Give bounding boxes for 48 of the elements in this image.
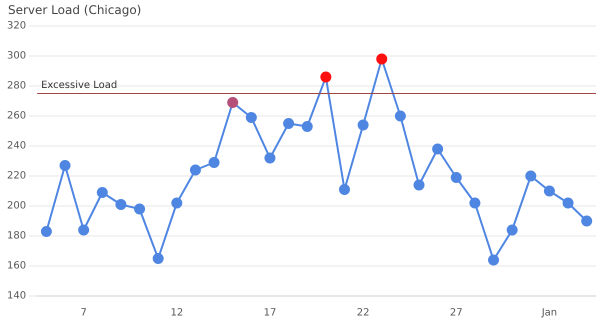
point (227, 97, 238, 108)
ref-line-label: Excessive Load (41, 80, 118, 92)
point (134, 204, 146, 214)
point (450, 172, 462, 183)
point (544, 186, 555, 196)
point (376, 54, 388, 64)
y-tick-label: 240 (6, 140, 26, 152)
point (320, 72, 332, 82)
point (246, 112, 257, 123)
y-tick-label: 280 (6, 80, 26, 92)
point (60, 160, 71, 171)
point (562, 198, 574, 208)
y-tick-label: 180 (6, 230, 26, 242)
point (208, 157, 220, 168)
y-tick-label: 220 (6, 170, 26, 182)
point (432, 144, 444, 154)
point (506, 224, 518, 236)
point (115, 199, 126, 210)
y-tick-label: 140 (6, 290, 26, 302)
y-tick-label: 300 (6, 50, 26, 62)
point (414, 180, 425, 190)
y-tick-label: 200 (6, 200, 26, 212)
y-tick-label: 160 (6, 260, 26, 272)
point (525, 170, 536, 182)
y-tick-label: 320 (6, 20, 26, 32)
x-tick-label: 7 (80, 308, 87, 319)
point (302, 121, 313, 132)
point (338, 184, 350, 195)
point (152, 253, 164, 264)
chart-title: Server Load (Chicago) (8, 3, 142, 17)
point (264, 152, 276, 164)
point (394, 110, 406, 122)
x-tick-label: 22 (356, 308, 370, 319)
x-tick-label: Jan (540, 308, 558, 319)
y-tick-label: 260 (6, 110, 26, 122)
x-tick-label: 17 (264, 308, 276, 319)
point (283, 118, 294, 129)
point (96, 187, 108, 198)
point (469, 198, 480, 208)
point (190, 164, 201, 176)
point (171, 198, 182, 208)
point (581, 216, 592, 226)
point (358, 120, 369, 130)
point (40, 226, 52, 237)
x-tick-label: 12 (170, 308, 184, 319)
point (78, 224, 90, 236)
x-tick-label: 27 (450, 308, 463, 319)
point (488, 254, 500, 266)
